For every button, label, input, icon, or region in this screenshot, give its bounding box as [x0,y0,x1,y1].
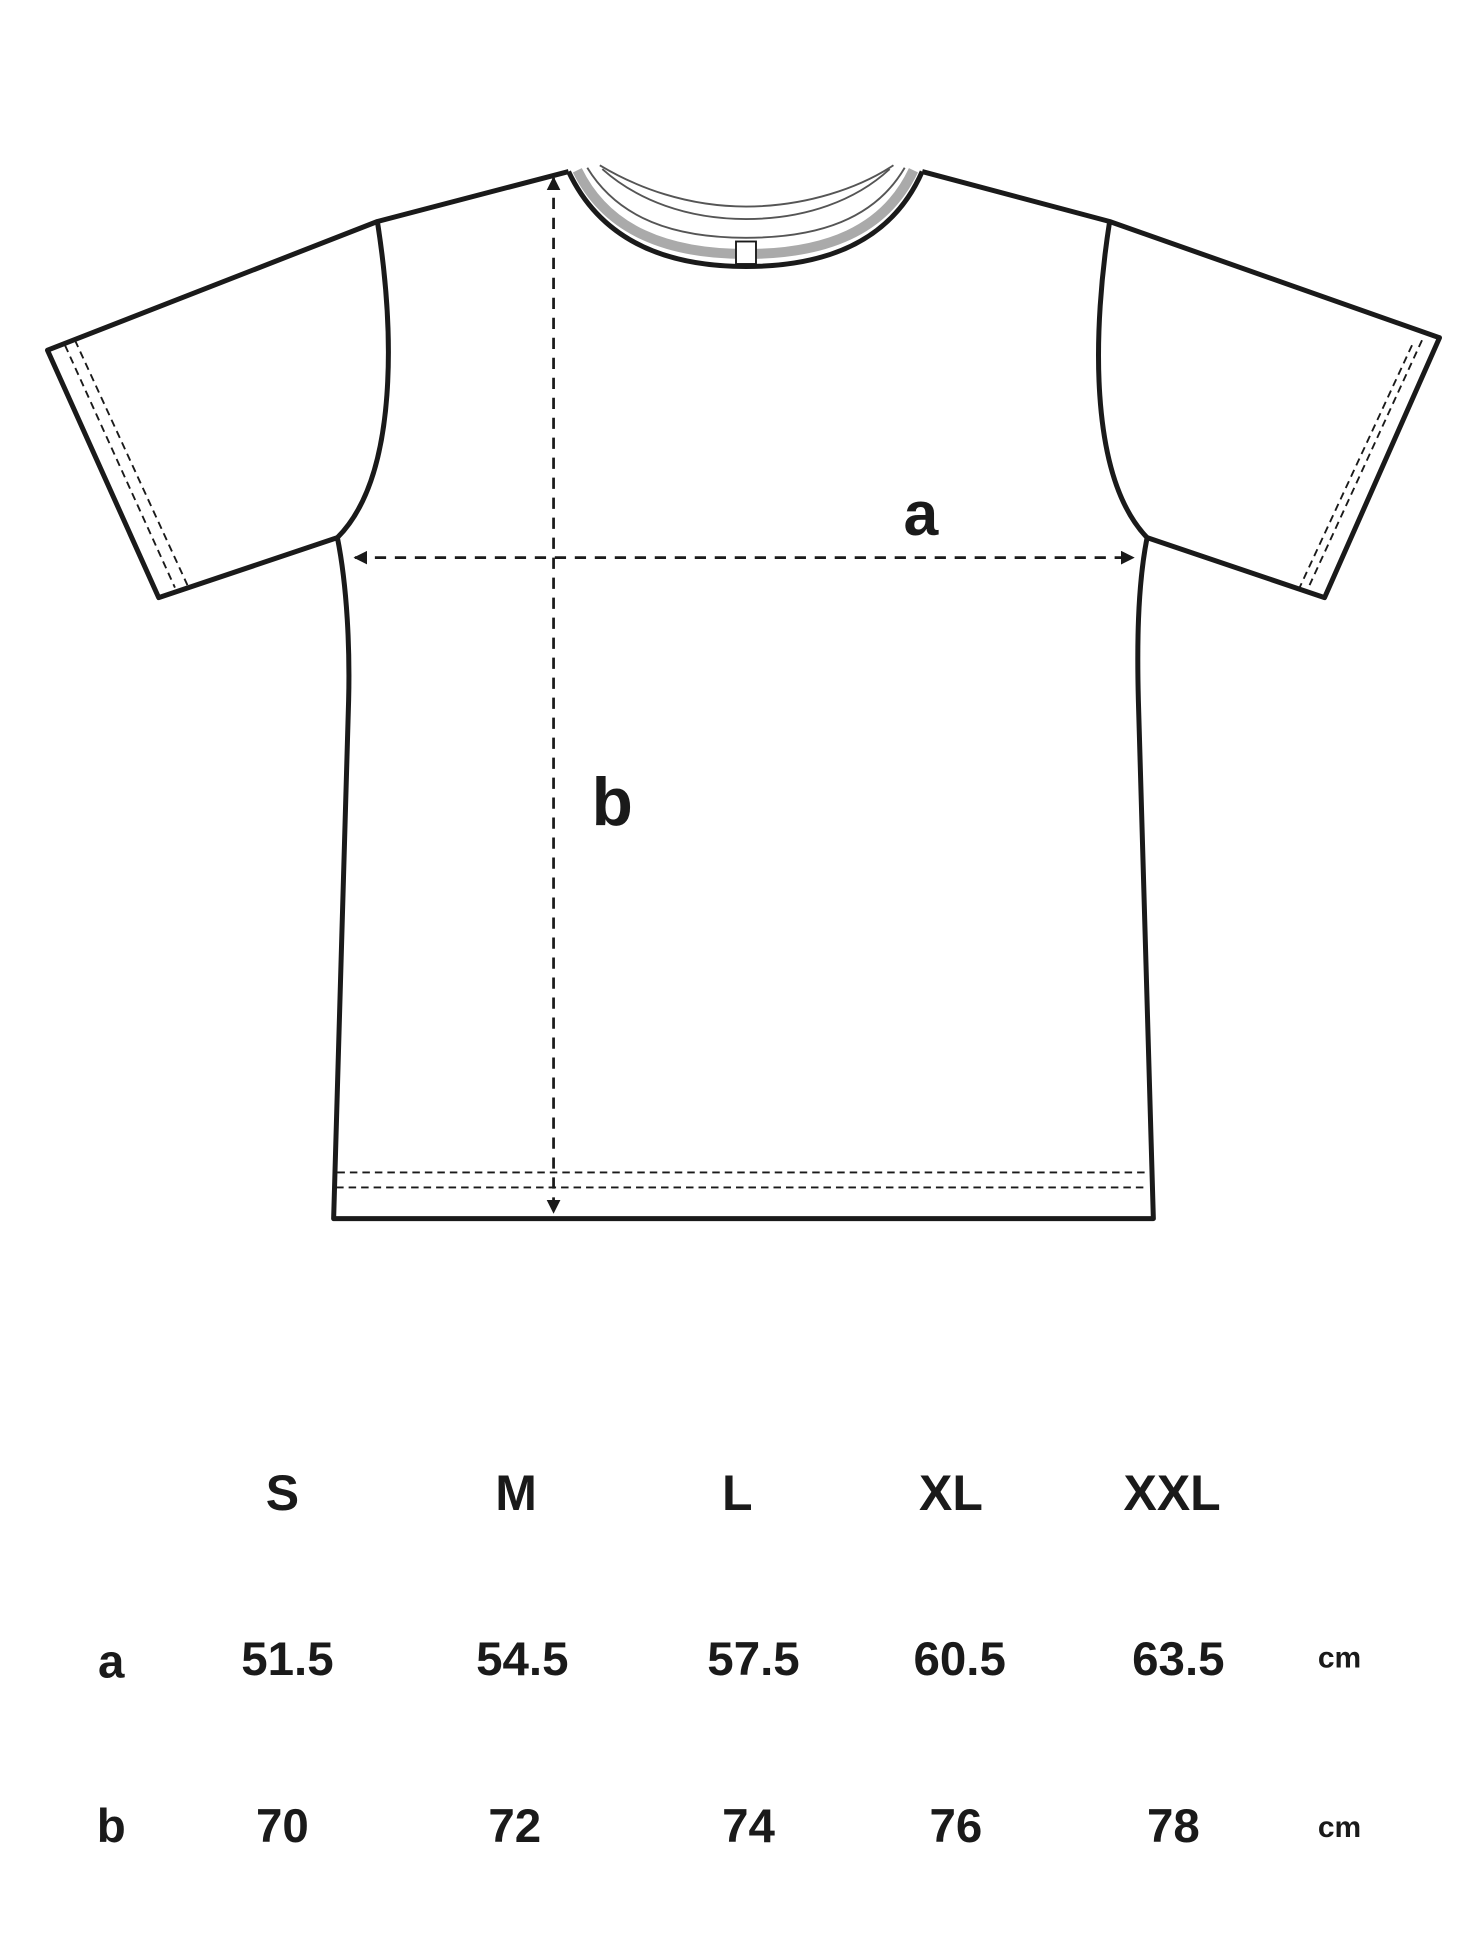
measure-lines [353,176,1135,1214]
table-cell: 54.5 [476,1633,568,1686]
size-header-row: S M L XL XXL [266,1465,1221,1521]
table-cell: 72 [488,1800,541,1853]
size-header: XXL [1124,1465,1221,1521]
collar-rib [572,164,918,265]
stitching [64,339,1423,1189]
table-row-a: a 51.5 54.5 57.5 60.5 63.5 cm [98,1633,1361,1688]
measure-label-b: b [592,765,633,840]
size-header: L [722,1465,753,1521]
size-header: M [495,1465,537,1521]
right-armhole-seam [1096,221,1149,540]
table-row-b: b 70 72 74 76 78 cm [97,1800,1361,1853]
size-header: XL [919,1465,983,1521]
table-cell: 63.5 [1132,1633,1224,1686]
row-label: b [97,1800,126,1853]
table-cell: 57.5 [707,1633,799,1686]
table-cell: 51.5 [241,1633,333,1686]
table-cell: 74 [722,1800,775,1853]
table-cell: 76 [930,1800,983,1853]
collar [566,170,925,269]
row-label: a [98,1635,125,1688]
left-armhole-seam [335,221,391,540]
size-table: S M L XL XXL a 51.5 54.5 57.5 60.5 63.5 … [97,1465,1361,1853]
table-cell: 78 [1147,1800,1200,1853]
tshirt-outline [44,169,1443,1222]
neck-label-tag [735,240,757,265]
size-header: S [266,1465,299,1521]
unit-label: cm [1318,1811,1361,1844]
measure-label-a: a [904,479,940,549]
unit-label: cm [1318,1641,1361,1674]
table-cell: 60.5 [913,1633,1005,1686]
table-cell: 70 [256,1800,309,1853]
